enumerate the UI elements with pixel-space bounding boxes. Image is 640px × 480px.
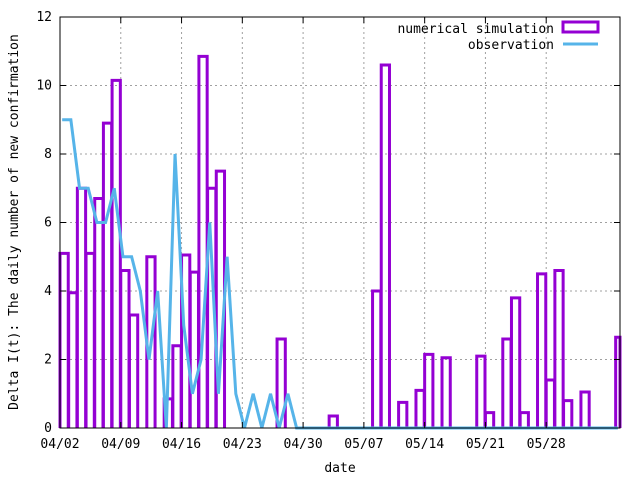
simulation-bars [58,54,622,428]
legend-swatch-simulation [561,20,600,34]
simulation-bar [275,337,287,428]
simulation-bar [119,268,131,428]
y-tick-label: 6 [44,216,52,231]
grid [60,17,620,428]
simulation-bar [101,121,114,428]
simulation-bar [188,270,200,428]
simulation-bar [75,186,88,428]
simulation-bar [553,268,565,428]
simulation-bar [440,356,452,428]
simulation-bar [58,251,70,428]
simulation-bar [171,344,183,428]
simulation-bar [509,296,522,428]
x-axis-label: date [324,461,355,476]
legend-label-observation: observation [468,38,554,53]
simulation-bar [127,313,140,428]
simulation-bar [562,399,574,428]
simulation-bar [423,352,435,428]
simulation-bar [414,388,426,428]
simulation-bar [110,78,122,428]
legend-label-simulation: numerical simulation [397,22,554,37]
legend: numerical simulation observation [397,20,600,53]
x-tick-label: 05/14 [405,437,444,452]
y-tick-label: 2 [44,353,52,368]
y-tick-label: 8 [44,147,52,162]
simulation-bar [614,335,622,428]
simulation-bar [327,414,339,428]
simulation-bar [397,400,409,428]
x-tick-label: 04/02 [40,437,79,452]
x-tick-label: 04/30 [284,437,323,452]
simulation-bar [518,411,530,428]
simulation-bar [84,251,96,428]
simulation-bar [483,411,496,428]
simulation-bar [379,63,391,428]
y-tick-label: 12 [36,10,52,25]
x-tick-label: 05/07 [344,437,383,452]
simulation-bar [475,354,487,428]
simulation-bar [544,378,556,428]
x-tick-label: 04/23 [223,437,262,452]
simulation-bar [536,272,548,428]
simulation-bar [579,390,591,428]
simulation-bar [93,197,105,428]
x-tick-label: 04/09 [101,437,140,452]
y-axis-label: Delta I(t): The daily number of new conf… [7,34,22,410]
y-tick-label: 4 [44,284,52,299]
y-axis-ticks: 0 2 4 6 8 10 12 [36,10,620,436]
simulation-bar [501,337,513,428]
y-tick-label: 0 [44,421,52,436]
simulation-bar [197,54,209,428]
x-axis-ticks: 04/02 04/09 04/16 04/23 04/30 05/07 05/14 05/21… [40,17,566,452]
x-tick-label: 05/28 [527,437,566,452]
y-tick-label: 10 [36,79,52,94]
x-tick-label: 04/16 [162,437,201,452]
simulation-bar [67,291,79,428]
x-tick-label: 05/21 [466,437,505,452]
